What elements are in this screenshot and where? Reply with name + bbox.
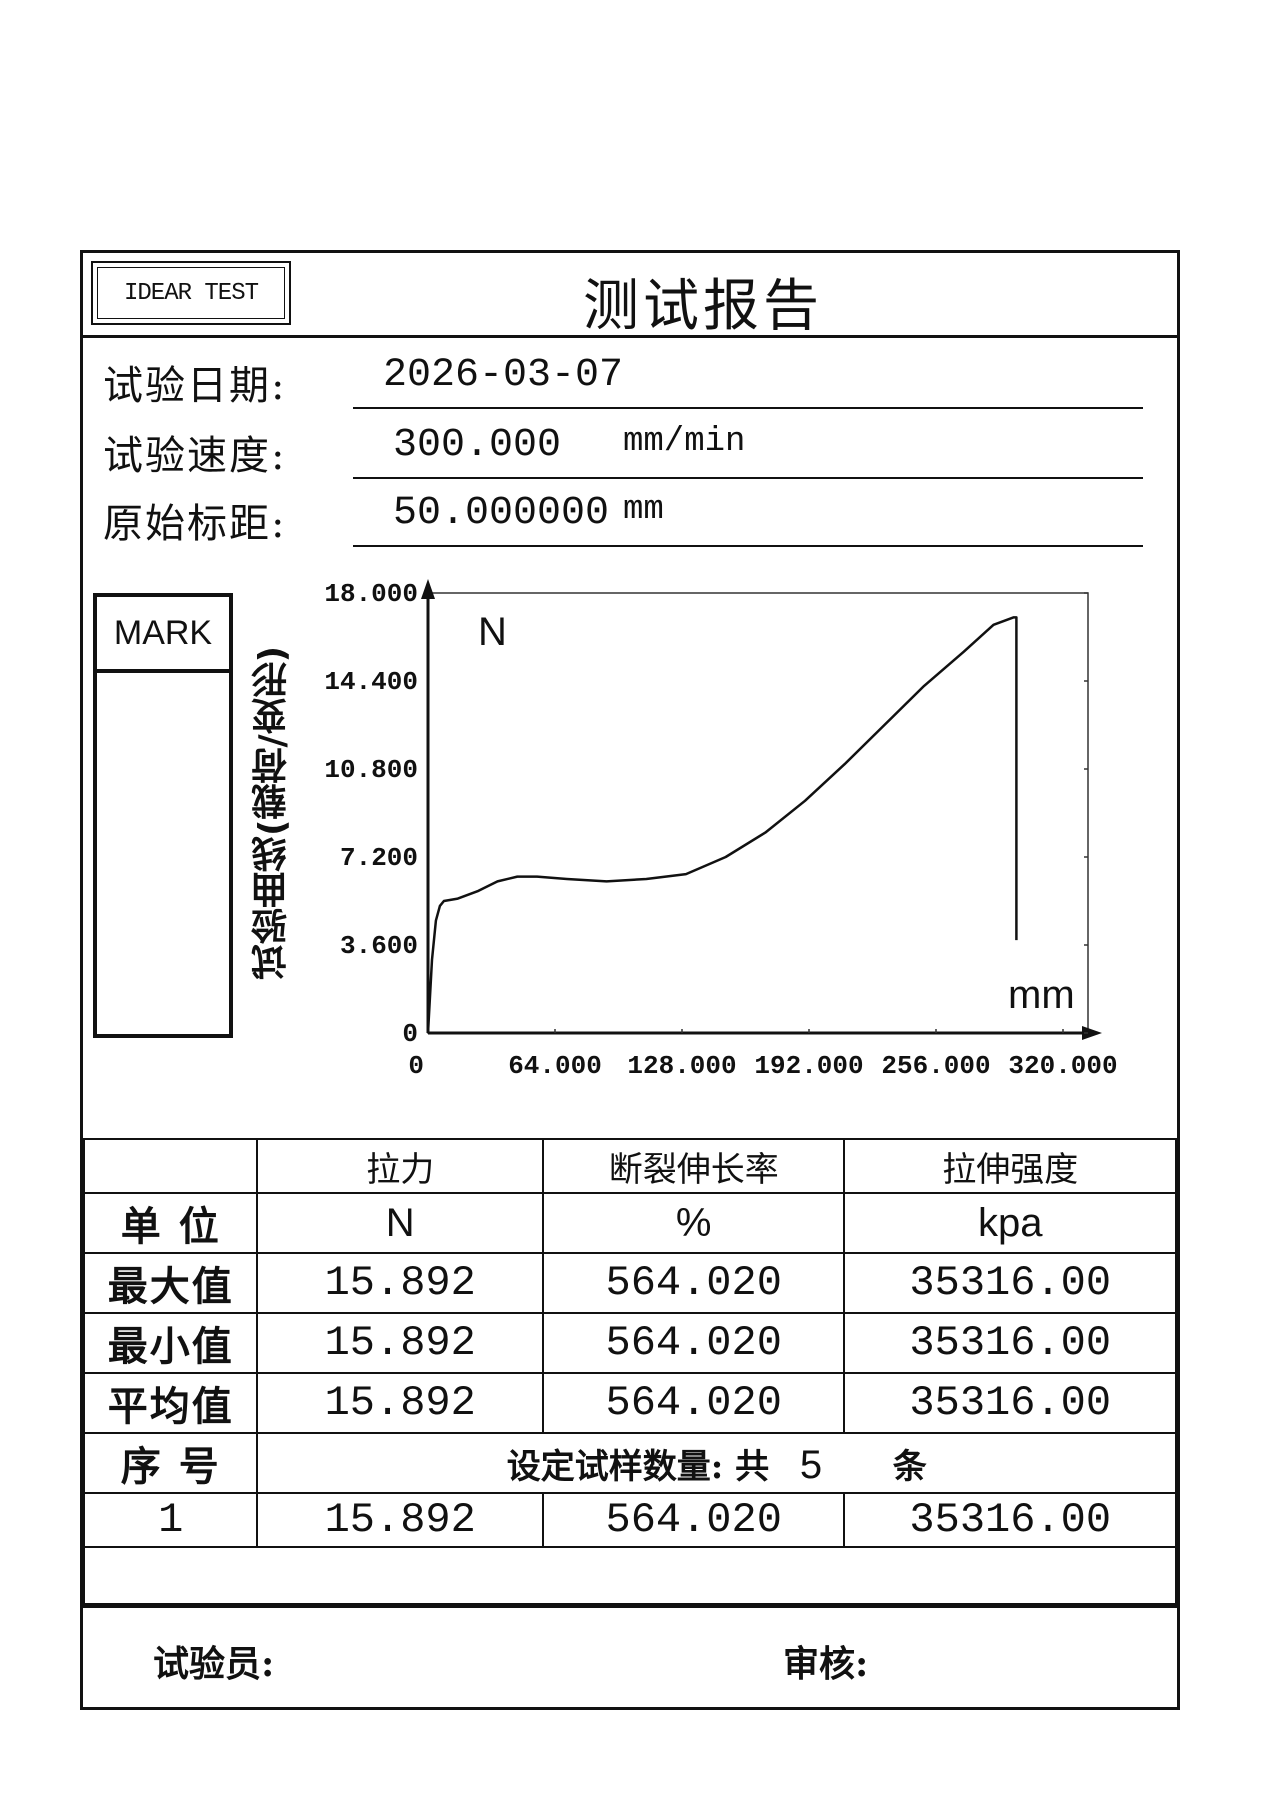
series-line-0: [426, 616, 1018, 1034]
unit-label: 单 位: [82, 1192, 259, 1254]
max-strength: 35316.00: [843, 1252, 1177, 1314]
logo: IDEAR TEST: [91, 261, 291, 325]
min-elongation: 564.020: [541, 1312, 846, 1374]
speed-row: 试验速度: 300.000 mm/min: [103, 423, 1143, 483]
mark-label: MARK: [97, 597, 229, 673]
gauge-row: 原始标距: 50.000000 mm: [103, 491, 1143, 551]
unit-strength: kpa: [843, 1192, 1177, 1254]
x-tick-label: 192.000: [754, 1051, 863, 1081]
speed-value: 300.000: [393, 423, 562, 468]
avg-strength: 35316.00: [843, 1372, 1177, 1434]
min-force: 15.892: [256, 1312, 544, 1374]
max-label: 最大值: [82, 1252, 259, 1314]
y-tick-label: 0: [402, 1019, 418, 1049]
avg-label: 平均值: [82, 1372, 259, 1434]
plot-frame: [427, 592, 1089, 1034]
corner-cell: [82, 1138, 259, 1194]
avg-force: 15.892: [256, 1372, 544, 1434]
date-row: 试验日期: 2026-03-07: [103, 353, 1143, 413]
report-header: IDEAR TEST 测试报告: [83, 253, 1177, 339]
chart-vertical-label: 试验曲线(载荷/变形): [252, 645, 293, 981]
speed-underline: [353, 477, 1143, 479]
sample-count-cell: 设定试样数量: 共 5 条: [256, 1432, 1177, 1494]
sample-no: 1: [82, 1492, 259, 1548]
gauge-label: 原始标距:: [103, 501, 287, 547]
avg-elongation: 564.020: [541, 1372, 846, 1434]
unit-force: N: [256, 1192, 544, 1254]
y-tick-label: 14.400: [324, 667, 418, 697]
x-tick-label: 128.000: [627, 1051, 736, 1081]
col-elongation: 断裂伸长率: [541, 1138, 846, 1194]
y-tick-label: 18.000: [324, 579, 418, 609]
seq-row: 序 号 设定试样数量: 共 5 条: [82, 1432, 1177, 1494]
x-axis-label: mm: [1008, 973, 1075, 1017]
x-tick-label: 320.000: [1008, 1051, 1117, 1081]
sample-count-unit: 条: [892, 1446, 927, 1487]
tester-label: 试验员:: [153, 1643, 275, 1685]
min-strength: 35316.00: [843, 1312, 1177, 1374]
col-force: 拉力: [256, 1138, 544, 1194]
sample-strength: 35316.00: [843, 1492, 1177, 1548]
logo-text: IDEAR TEST: [97, 267, 285, 319]
y-axis-arrow: [421, 579, 435, 599]
x-axis-arrow: [1082, 1026, 1102, 1040]
sample-row: 1 15.892 564.020 35316.00: [82, 1492, 1177, 1548]
col-strength: 拉伸强度: [843, 1138, 1177, 1194]
max-force: 15.892: [256, 1252, 544, 1314]
x-tick-label: 0: [408, 1051, 424, 1081]
unit-elongation: %: [541, 1192, 846, 1254]
sample-count-text: 设定试样数量: 共: [506, 1446, 770, 1487]
max-elongation: 564.020: [541, 1252, 846, 1314]
y-tick-label: 3.600: [340, 931, 418, 961]
y-tick-label: 7.200: [340, 843, 418, 873]
blank-cell: [83, 1546, 1177, 1608]
sample-force: 15.892: [256, 1492, 544, 1548]
test-report: IDEAR TEST 测试报告 试验日期: 2026-03-07 试验速度: 3…: [80, 250, 1180, 1710]
x-tick-label: 256.000: [881, 1051, 990, 1081]
unit-row: 单 位 N % kpa: [82, 1192, 1177, 1254]
gauge-underline: [353, 545, 1143, 547]
date-label: 试验日期:: [103, 363, 287, 409]
date-underline: [353, 407, 1143, 409]
seq-label: 序 号: [82, 1432, 259, 1494]
signature-row: 试验员: 审核:: [83, 1603, 1177, 1707]
gauge-value: 50.000000: [393, 491, 610, 536]
avg-row: 平均值 15.892 564.020 35316.00: [82, 1372, 1177, 1434]
min-label: 最小值: [82, 1312, 259, 1374]
sample-count: 5: [799, 1442, 823, 1487]
x-tick-label: 64.000: [508, 1051, 602, 1081]
mark-box: MARK: [93, 593, 233, 1038]
reviewer-label: 审核:: [783, 1643, 869, 1685]
report-title: 测试报告: [583, 274, 823, 339]
sample-elongation: 564.020: [541, 1492, 846, 1548]
y-axis-label: N: [478, 610, 507, 654]
results-table: 拉力 断裂伸长率 拉伸强度 单 位 N % kpa 最大值 15.892 564…: [82, 1138, 1177, 1608]
speed-unit: mm/min: [623, 423, 746, 461]
blank-row: [83, 1546, 1177, 1608]
header-row: 拉力 断裂伸长率 拉伸强度: [82, 1138, 1177, 1194]
max-row: 最大值 15.892 564.020 35316.00: [82, 1252, 1177, 1314]
date-value: 2026-03-07: [383, 353, 624, 398]
min-row: 最小值 15.892 564.020 35316.00: [82, 1312, 1177, 1374]
gauge-unit: mm: [623, 491, 664, 529]
load-deformation-chart: 0 3.600 7.200 10.800 14.400 18.000 0 64.000 128.…: [324, 579, 1118, 1081]
speed-label: 试验速度:: [103, 433, 287, 479]
y-tick-label: 10.800: [324, 755, 418, 785]
